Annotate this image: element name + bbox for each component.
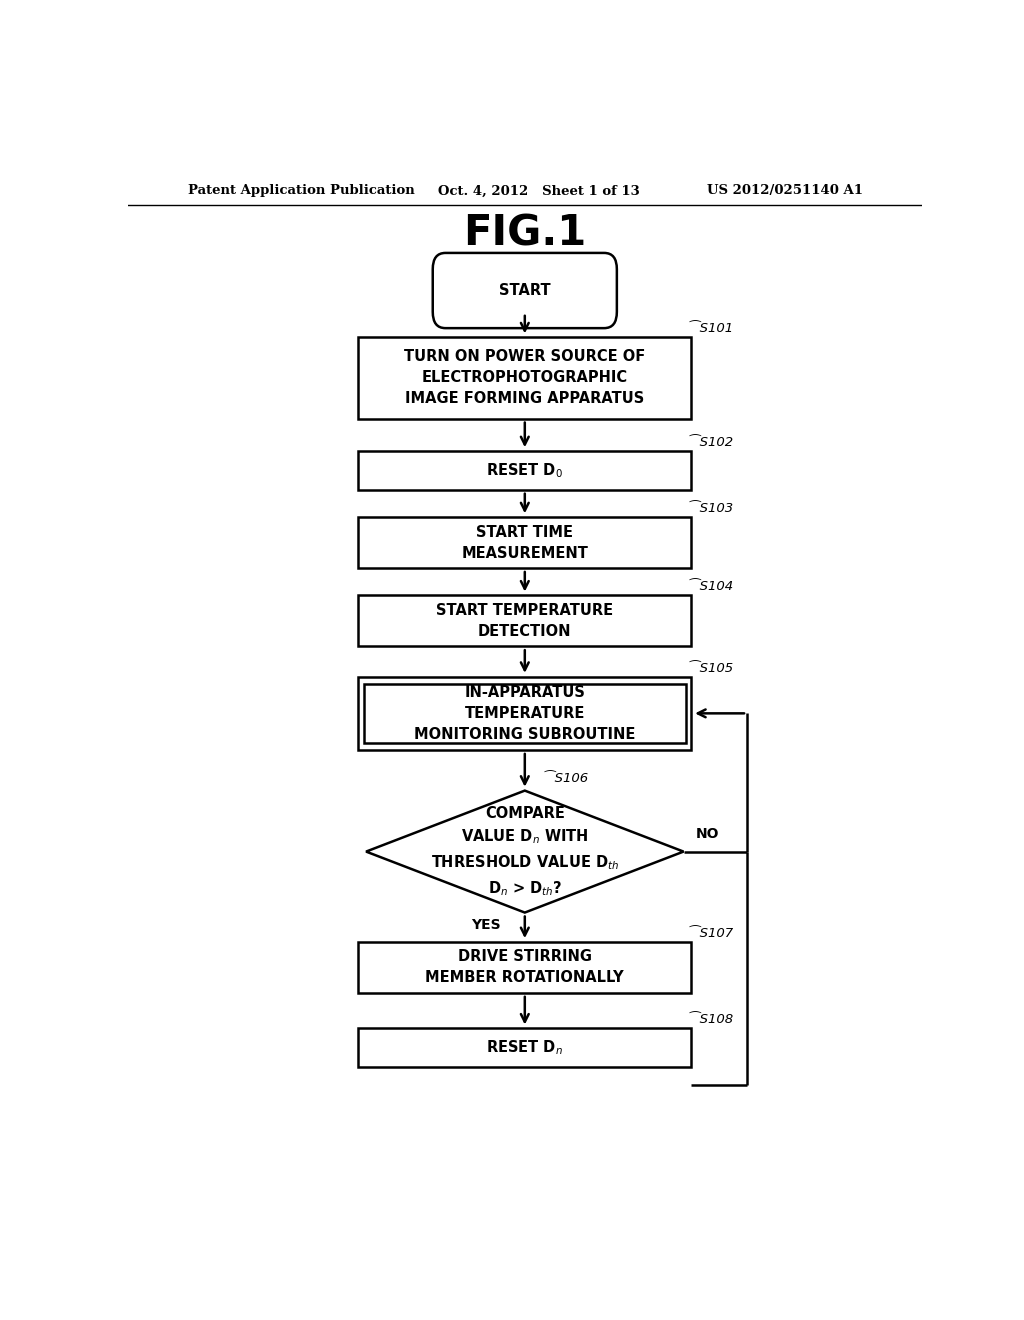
Bar [358,1028,691,1067]
Text: IN-APPARATUS
TEMPERATURE
MONITORING SUBROUTINE: IN-APPARATUS TEMPERATURE MONITORING SUBR… [414,685,636,742]
Text: ⁀S102: ⁀S102 [690,436,734,449]
Bar [358,677,691,750]
Text: ⁀S107: ⁀S107 [690,927,734,940]
Bar [364,684,686,743]
Text: Oct. 4, 2012   Sheet 1 of 13: Oct. 4, 2012 Sheet 1 of 13 [437,185,639,198]
Bar [358,338,691,418]
Text: START TIME
MEASUREMENT: START TIME MEASUREMENT [462,524,588,561]
Text: COMPARE
VALUE D$_n$ WITH
THRESHOLD VALUE D$_{th}$
D$_n$ > D$_{th}$?: COMPARE VALUE D$_n$ WITH THRESHOLD VALUE… [431,805,618,898]
Polygon shape [367,791,684,912]
Text: TURN ON POWER SOURCE OF
ELECTROPHOTOGRAPHIC
IMAGE FORMING APPARATUS: TURN ON POWER SOURCE OF ELECTROPHOTOGRAP… [404,350,645,407]
FancyBboxPatch shape [433,253,616,329]
Text: RESET D$_n$: RESET D$_n$ [486,1039,563,1057]
Bar [358,451,691,490]
Text: START TEMPERATURE
DETECTION: START TEMPERATURE DETECTION [436,603,613,639]
Text: Patent Application Publication: Patent Application Publication [187,185,415,198]
Text: ⁀S103: ⁀S103 [690,502,734,515]
Bar [358,595,691,647]
Text: START: START [499,282,551,298]
Bar [358,517,691,568]
Text: ⁀S108: ⁀S108 [690,1014,734,1027]
Text: RESET D$_0$: RESET D$_0$ [486,461,563,479]
Text: ⁀S105: ⁀S105 [690,661,734,675]
Text: ⁀S104: ⁀S104 [690,581,734,594]
Text: NO: NO [695,828,719,841]
Bar [358,942,691,993]
Text: FIG.1: FIG.1 [463,213,587,255]
Text: ⁀S106: ⁀S106 [545,771,589,784]
Text: YES: YES [471,917,501,932]
Text: ⁀S101: ⁀S101 [690,322,734,335]
Text: DRIVE STIRRING
MEMBER ROTATIONALLY: DRIVE STIRRING MEMBER ROTATIONALLY [426,949,624,986]
Text: US 2012/0251140 A1: US 2012/0251140 A1 [708,185,863,198]
